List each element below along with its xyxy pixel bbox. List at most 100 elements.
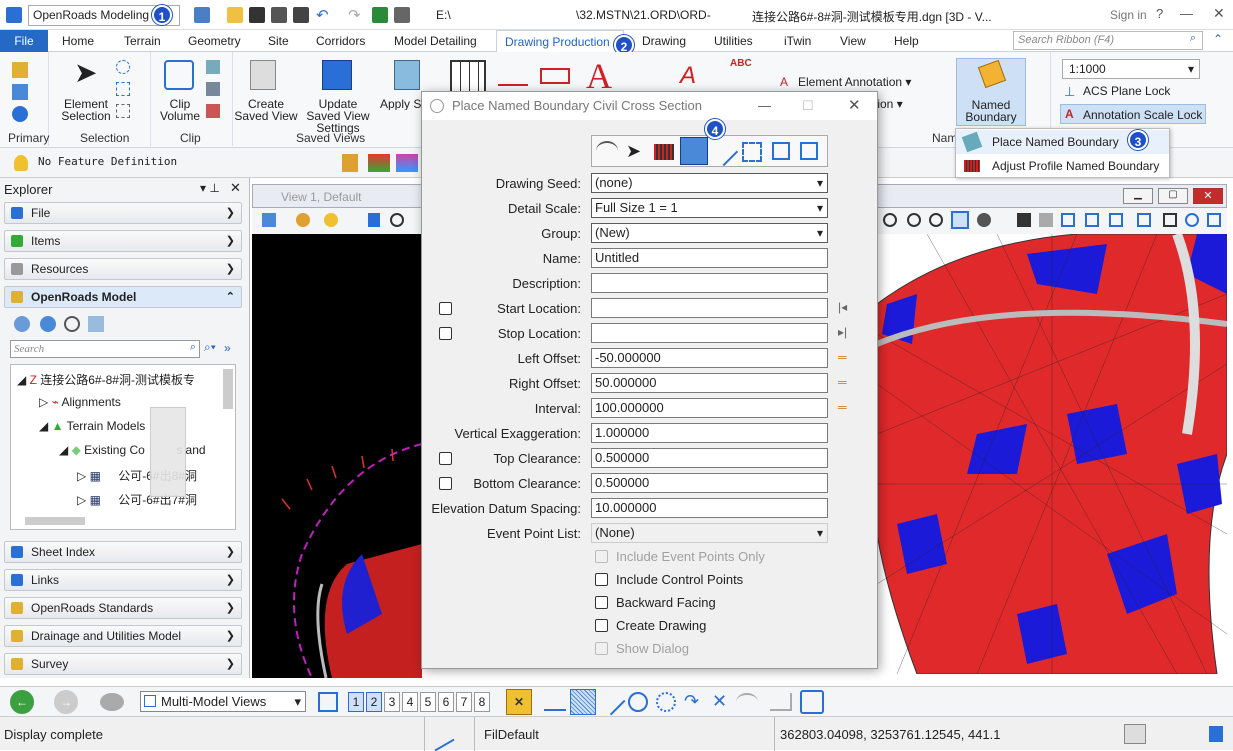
undo-icon[interactable]: ↶	[316, 7, 329, 24]
interval-field[interactable]: 100.000000	[591, 398, 828, 418]
right-offset-measure-icon[interactable]: ═	[838, 375, 847, 389]
explorer-search-input[interactable]: Search ⌕	[10, 340, 200, 358]
view-button-7[interactable]: 7	[456, 692, 472, 712]
lighting-icon[interactable]	[324, 213, 338, 227]
open-icon[interactable]	[227, 7, 243, 23]
explorer-section-resources[interactable]: Resources ❯	[4, 258, 242, 280]
view-button-6[interactable]: 6	[438, 692, 454, 712]
lightbulb-icon[interactable]	[14, 155, 28, 171]
drawing-seed-select[interactable]: (none)	[591, 173, 828, 193]
tree-scrollbar[interactable]	[223, 369, 233, 409]
explorer-section-file[interactable]: File ❯	[4, 202, 242, 224]
show-dialog-checkbox[interactable]	[595, 642, 608, 655]
update-view-icon[interactable]	[368, 213, 380, 227]
explorer-section-links[interactable]: Links ❯	[4, 569, 242, 591]
create-drawing-checkbox[interactable]	[595, 619, 608, 632]
help-button[interactable]: ?	[1156, 6, 1164, 21]
filter-icon[interactable]	[88, 316, 104, 332]
next-view-icon[interactable]	[1085, 213, 1099, 227]
event-point-list-select[interactable]: (None)	[591, 523, 828, 543]
bisector-snap-icon[interactable]: ↷	[684, 691, 700, 711]
tab-site[interactable]: Site	[260, 30, 297, 52]
bottom-clearance-checkbox[interactable]	[439, 477, 452, 490]
view1-canvas[interactable]	[252, 234, 423, 679]
minimize-icon[interactable]: —	[1180, 6, 1193, 21]
label-icon[interactable]	[540, 68, 570, 84]
message-center-icon[interactable]	[1124, 724, 1146, 744]
tab-model-detailing[interactable]: Model Detailing	[386, 30, 485, 52]
qat-settings-icon[interactable]	[194, 7, 210, 23]
grid-snap-icon[interactable]	[570, 689, 596, 715]
model-icon[interactable]	[40, 316, 56, 332]
element-annotation-button[interactable]: Element Annotation ▾	[798, 75, 912, 89]
start-location-checkbox[interactable]	[439, 302, 452, 315]
view-button-3[interactable]: 3	[384, 692, 400, 712]
tab-itwin[interactable]: iTwin	[776, 30, 819, 52]
select-circle-icon[interactable]	[116, 60, 130, 74]
back-arrow-icon[interactable]: ←	[10, 690, 34, 714]
rotate-view-icon[interactable]	[977, 213, 991, 227]
ribbon-collapse-icon[interactable]: ⌃	[1213, 32, 1224, 46]
left-offset-measure-icon[interactable]: ═	[838, 350, 847, 364]
tree-h-scrollbar[interactable]	[25, 517, 85, 525]
context-flyout[interactable]	[150, 407, 186, 497]
snap-settings-icon[interactable]	[800, 690, 824, 714]
apply-saved-view-button[interactable]: Apply Saved Vi	[380, 98, 426, 110]
center-snap-icon[interactable]	[628, 692, 648, 712]
explorer-section-sheet-index[interactable]: Sheet Index ❯	[4, 541, 242, 563]
view-button-8[interactable]: 8	[474, 692, 490, 712]
start-location-field[interactable]	[591, 298, 828, 318]
tab-view[interactable]: View	[832, 30, 874, 52]
save-icon[interactable]	[249, 7, 265, 23]
explorer-section-openroads-model[interactable]: OpenRoads Model ⌃	[4, 286, 242, 308]
method-path-icon[interactable]	[596, 141, 618, 161]
method-pencil-icon[interactable]	[742, 142, 762, 162]
profile-tool-icon[interactable]	[396, 154, 418, 172]
stop-location-checkbox[interactable]	[439, 327, 452, 340]
adjust-profile-named-boundary-item[interactable]: Adjust Profile Named Boundary	[956, 154, 1169, 178]
select-shape-icon[interactable]	[116, 104, 130, 118]
backward-facing-checkbox[interactable]	[595, 596, 608, 609]
pin-icon[interactable]	[372, 7, 388, 23]
view-button-1[interactable]: 1	[348, 692, 364, 712]
explorer-section-openroads-standards[interactable]: OpenRoads Standards ❯	[4, 597, 242, 619]
view-group-select[interactable]: Multi-Model Views ▾	[140, 691, 306, 712]
window-area-icon[interactable]	[929, 213, 943, 227]
view-button-5[interactable]: 5	[420, 692, 436, 712]
minimize-icon[interactable]: ▁	[1123, 188, 1153, 204]
maximize-icon[interactable]: ☐	[802, 98, 814, 113]
explorer-section-items[interactable]: Items ❯	[4, 230, 242, 252]
annotation-scale-select[interactable]: 1:1000 ▾	[1062, 59, 1200, 79]
view-attributes-icon[interactable]	[262, 213, 276, 227]
tree-node-alignments[interactable]: ▷ ⌁ Alignments	[39, 395, 121, 409]
previous-view-icon[interactable]	[1061, 213, 1075, 227]
zoom-icon[interactable]	[64, 316, 80, 332]
print-icon[interactable]	[394, 7, 410, 23]
elevation-datum-spacing-field[interactable]: 10.000000	[591, 498, 828, 518]
forward-arrow-icon[interactable]: →	[54, 690, 78, 714]
feature-tool-icon[interactable]	[342, 154, 358, 172]
model-views-icon[interactable]	[100, 693, 124, 711]
name-field[interactable]: Untitled	[591, 248, 828, 268]
maximize-icon[interactable]: ▢	[1158, 188, 1188, 204]
tab-file[interactable]: File	[0, 30, 48, 52]
expand-all-icon[interactable]: »	[224, 341, 231, 355]
zoom-in-icon[interactable]	[883, 213, 897, 227]
fit-view-icon[interactable]	[951, 211, 969, 229]
minimize-icon[interactable]: —	[758, 98, 771, 113]
element-selection-button[interactable]: Element Selection	[58, 98, 114, 122]
clip-delete-icon[interactable]	[206, 104, 220, 118]
tangent-snap-icon[interactable]	[736, 693, 758, 711]
view-windows-icon[interactable]	[318, 692, 338, 712]
primary-search-icon[interactable]	[12, 62, 28, 78]
walk-icon[interactable]	[1017, 213, 1031, 227]
view-settings-icon[interactable]	[1185, 213, 1199, 227]
create-saved-view-button[interactable]: Create Saved View	[234, 98, 298, 122]
primary-doc-icon[interactable]	[12, 84, 28, 100]
text-icon[interactable]: A	[586, 56, 612, 96]
active-element-icon[interactable]	[427, 726, 455, 751]
tree-node-file[interactable]: ◢ Z 连接公路6#-8#洞-测试模板专	[17, 373, 195, 387]
clip-view-icon[interactable]	[1137, 213, 1151, 227]
vertical-exaggeration-field[interactable]: 1.000000	[591, 423, 828, 443]
primary-info-icon[interactable]	[12, 106, 28, 122]
